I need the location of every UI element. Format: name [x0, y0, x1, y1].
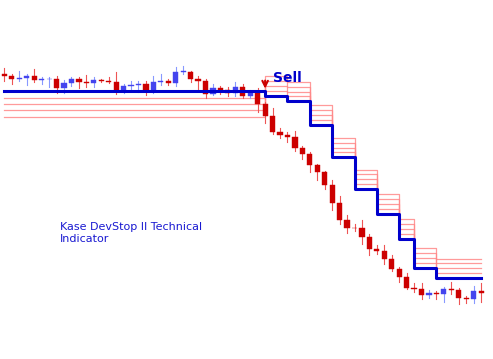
Bar — [225, 90, 231, 93]
Bar — [188, 72, 193, 79]
Bar — [54, 79, 59, 88]
Bar — [180, 71, 186, 72]
Bar — [211, 88, 215, 94]
Bar — [426, 293, 431, 295]
Bar — [345, 220, 350, 228]
Bar — [84, 82, 89, 83]
Bar — [158, 81, 164, 83]
Bar — [456, 290, 461, 298]
Bar — [307, 154, 313, 165]
Bar — [240, 87, 246, 96]
Bar — [367, 237, 372, 249]
Bar — [359, 228, 364, 237]
Bar — [285, 135, 290, 137]
Bar — [17, 78, 22, 79]
Bar — [404, 278, 409, 288]
Bar — [233, 87, 238, 93]
Bar — [315, 165, 320, 172]
Bar — [203, 81, 208, 94]
Bar — [143, 84, 148, 92]
Bar — [419, 289, 424, 295]
Bar — [270, 116, 275, 131]
Bar — [91, 80, 97, 83]
Bar — [136, 84, 141, 85]
Bar — [471, 292, 476, 299]
Bar — [292, 137, 297, 148]
Bar — [32, 76, 37, 80]
Bar — [247, 93, 253, 96]
Bar — [278, 131, 282, 135]
Bar — [300, 148, 305, 154]
Bar — [329, 185, 335, 203]
Bar — [99, 80, 104, 81]
Bar — [76, 79, 81, 82]
Bar — [2, 74, 7, 76]
Bar — [166, 81, 171, 83]
Bar — [218, 88, 223, 90]
Bar — [113, 82, 119, 90]
Bar — [196, 79, 201, 81]
Text: Kase DevStop II Technical
Indicator: Kase DevStop II Technical Indicator — [60, 222, 202, 244]
Bar — [121, 87, 126, 90]
Bar — [374, 249, 380, 251]
Bar — [389, 260, 394, 269]
Bar — [255, 93, 260, 104]
Bar — [449, 289, 454, 290]
Bar — [106, 81, 111, 82]
Bar — [337, 203, 342, 220]
Bar — [39, 79, 44, 80]
Bar — [173, 72, 178, 83]
Bar — [382, 251, 387, 260]
Bar — [441, 289, 447, 294]
Bar — [434, 293, 439, 294]
Bar — [9, 76, 14, 79]
Bar — [24, 76, 30, 78]
Bar — [322, 172, 327, 185]
Bar — [129, 85, 134, 87]
Bar — [262, 104, 268, 116]
Bar — [412, 288, 417, 289]
Bar — [151, 83, 156, 92]
Bar — [479, 292, 484, 293]
Bar — [463, 298, 469, 299]
Bar — [69, 79, 74, 83]
Text: Sell: Sell — [273, 71, 301, 85]
Bar — [396, 269, 402, 278]
Bar — [62, 83, 67, 88]
